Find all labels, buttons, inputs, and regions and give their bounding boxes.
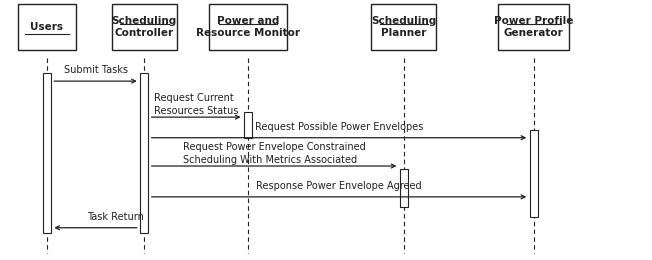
Text: Scheduling
Controller: Scheduling Controller bbox=[111, 16, 177, 38]
Bar bbox=[18, 4, 76, 50]
Bar bbox=[372, 4, 436, 50]
Bar bbox=[111, 4, 177, 50]
Text: Request Current
Resources Status: Request Current Resources Status bbox=[154, 93, 239, 116]
Text: Task Return: Task Return bbox=[87, 212, 143, 222]
Bar bbox=[140, 73, 148, 233]
Text: Scheduling
Planner: Scheduling Planner bbox=[371, 16, 437, 38]
Bar bbox=[400, 168, 408, 207]
Bar bbox=[43, 73, 51, 233]
Text: Response Power Envelope Agreed: Response Power Envelope Agreed bbox=[256, 181, 422, 191]
Text: Request Power Envelope Constrained
Scheduling With Metrics Associated: Request Power Envelope Constrained Sched… bbox=[183, 142, 365, 165]
Bar bbox=[498, 4, 569, 50]
Bar bbox=[530, 130, 538, 217]
Text: Users: Users bbox=[31, 22, 63, 32]
Bar bbox=[244, 112, 252, 138]
Text: Request Possible Power Envelopes: Request Possible Power Envelopes bbox=[255, 122, 423, 132]
Bar bbox=[209, 4, 287, 50]
Text: Power Profile
Generator: Power Profile Generator bbox=[494, 16, 574, 38]
Text: Submit Tasks: Submit Tasks bbox=[63, 66, 128, 75]
Text: Power and
Resource Monitor: Power and Resource Monitor bbox=[196, 16, 300, 38]
